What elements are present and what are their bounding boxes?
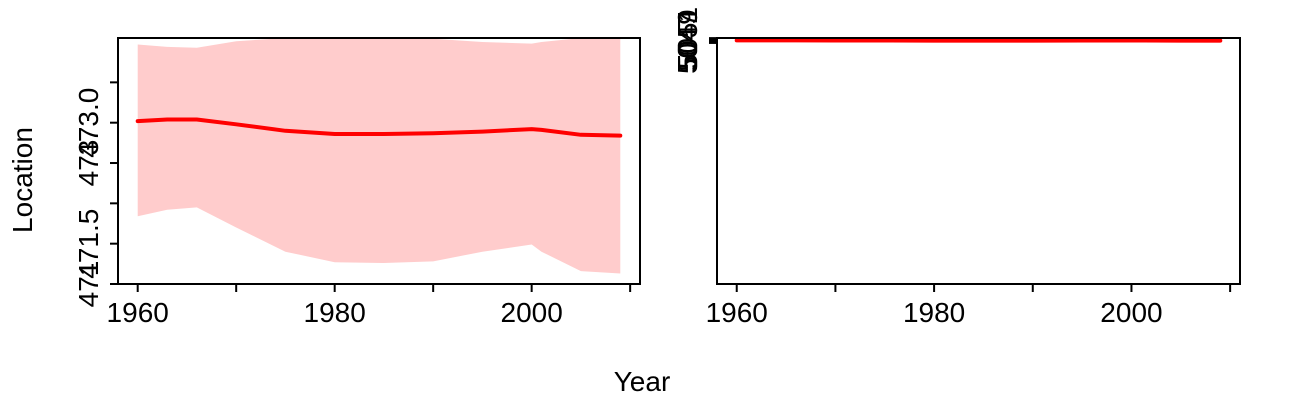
confidence-band xyxy=(138,38,621,274)
x-tick-label: 1980 xyxy=(903,297,965,328)
x-axis-title: Year xyxy=(614,366,671,397)
plot-frame xyxy=(717,38,1240,284)
y-tick-label: 473.0 xyxy=(73,88,104,158)
x-tick-label: 2000 xyxy=(501,297,563,328)
y-tick-label: 471.5 xyxy=(73,209,104,279)
y-axis-title: Location xyxy=(7,127,38,233)
x-tick-label: 1980 xyxy=(304,297,366,328)
x-tick-label: 1960 xyxy=(706,297,768,328)
x-tick-label: 2000 xyxy=(1100,297,1162,328)
x-tick-label: 1960 xyxy=(107,297,169,328)
y-tick-label: 5051 xyxy=(672,7,703,69)
